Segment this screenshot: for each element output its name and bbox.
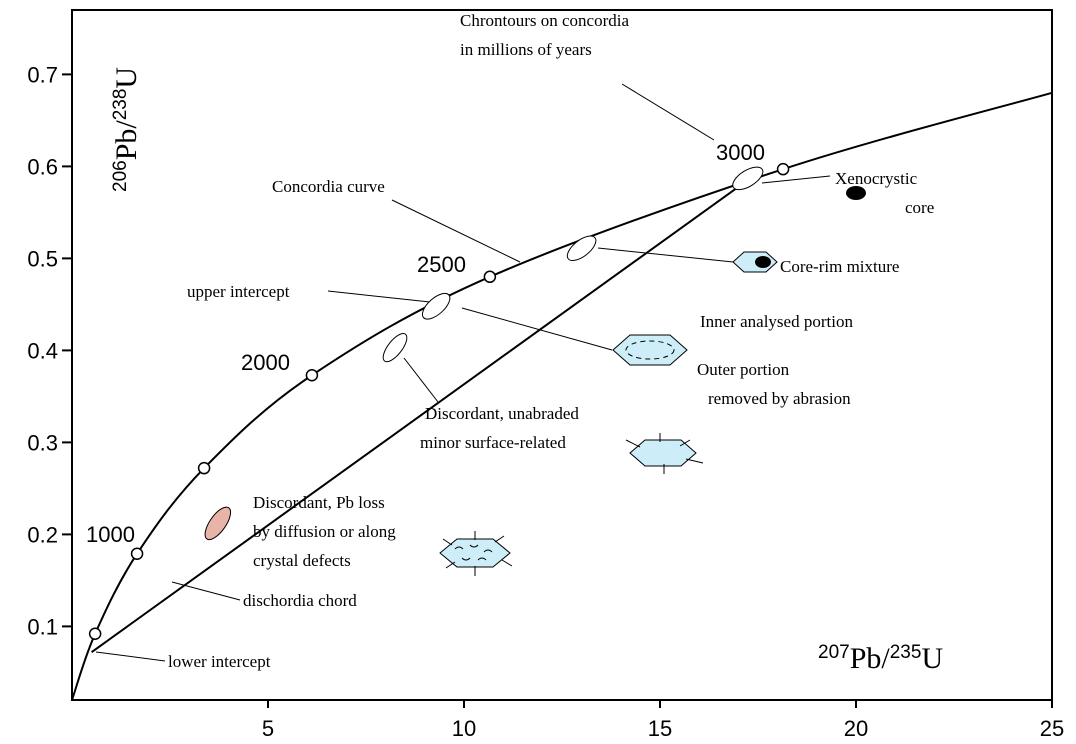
annotation: by diffusion or along xyxy=(253,522,396,541)
y-axis-label: 206Pb/238U xyxy=(110,67,143,192)
abraded-crystal xyxy=(613,335,687,365)
core xyxy=(755,256,771,268)
series-label: dischordia chord xyxy=(243,591,357,610)
annotation: Core-rim mixture xyxy=(780,257,899,276)
age-label: 3000 xyxy=(716,140,765,165)
x-tick-label: 15 xyxy=(648,716,672,741)
leader-line xyxy=(404,358,438,402)
age-marker xyxy=(199,463,210,474)
annotation: Inner analysed portion xyxy=(700,312,853,331)
pb-loss-crystal xyxy=(440,539,510,567)
annotation: crystal defects xyxy=(253,551,351,570)
analysis-ellipse xyxy=(563,232,600,266)
xenocryst-core xyxy=(846,186,866,200)
age-label: 1000 xyxy=(86,522,135,547)
surface-crystal xyxy=(630,440,696,466)
x-axis-label: 207Pb/235U xyxy=(818,642,943,675)
annotation: Xenocrystic xyxy=(835,169,918,188)
annotation: Discordant, Pb loss xyxy=(253,493,385,512)
annotation: Outer portion xyxy=(697,360,790,379)
leader-line xyxy=(598,248,733,262)
age-marker xyxy=(132,548,143,559)
age-marker xyxy=(778,164,789,175)
leader-line xyxy=(462,308,612,350)
x-tick-label: 5 xyxy=(262,716,274,741)
y-tick-label: 0.1 xyxy=(27,614,58,639)
y-tick-label: 0.5 xyxy=(27,246,58,271)
annotation: lower intercept xyxy=(168,652,271,671)
leader-line xyxy=(172,582,240,600)
annotation: upper intercept xyxy=(187,282,290,301)
annotation: in millions of years xyxy=(460,40,592,59)
annotation: Chrontours on concordia xyxy=(460,11,629,30)
x-tick-label: 20 xyxy=(844,716,868,741)
chart: 207Pb/235U 206Pb/238U 5 10 15 20 25 0.1 0.2 0.3… xyxy=(0,0,1076,744)
y-tick-label: 0.6 xyxy=(27,154,58,179)
y-tick-label: 0.7 xyxy=(27,62,58,87)
crystal-icons xyxy=(440,186,866,576)
annotation: minor surface-related xyxy=(420,433,566,452)
y-tick-label: 0.2 xyxy=(27,522,58,547)
leader-line xyxy=(96,652,165,661)
analysis-ellipse xyxy=(200,503,235,543)
age-label: 2500 xyxy=(417,252,466,277)
analysis-ellipse xyxy=(418,289,454,324)
plot-frame xyxy=(72,10,1052,700)
series-label: Concordia curve xyxy=(272,177,385,196)
leader-line xyxy=(328,291,430,302)
x-tick-label: 10 xyxy=(452,716,476,741)
series-line xyxy=(92,176,754,653)
annotation: removed by abrasion xyxy=(708,389,851,408)
age-marker xyxy=(484,271,495,282)
leader-line xyxy=(622,84,714,140)
age-marker xyxy=(90,628,101,639)
y-tick-label: 0.4 xyxy=(27,338,58,363)
age-marker xyxy=(306,370,317,381)
x-tick-label: 25 xyxy=(1040,716,1064,741)
annotation: core xyxy=(905,198,934,217)
y-tick-label: 0.3 xyxy=(27,430,58,455)
annotation: Discordant, unabraded xyxy=(425,404,579,423)
leader-line xyxy=(762,176,830,183)
age-label: 2000 xyxy=(241,350,290,375)
